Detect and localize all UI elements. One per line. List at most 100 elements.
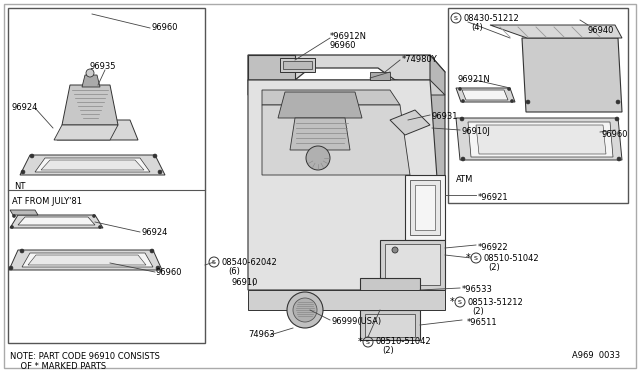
Circle shape [30, 154, 34, 158]
Polygon shape [360, 310, 420, 340]
Text: AT FROM JULY'81: AT FROM JULY'81 [12, 197, 82, 206]
Circle shape [21, 170, 25, 174]
Text: 08430-51212: 08430-51212 [463, 14, 519, 23]
Text: 96999(USA): 96999(USA) [332, 317, 382, 326]
Polygon shape [456, 118, 622, 160]
Text: ATM: ATM [456, 175, 474, 184]
Text: NOTE: PART CODE 96910 CONSISTS
    OF * MARKED PARTS: NOTE: PART CODE 96910 CONSISTS OF * MARK… [10, 352, 160, 371]
Text: *: * [449, 297, 454, 307]
Text: 96924: 96924 [12, 103, 38, 112]
Polygon shape [54, 125, 118, 140]
Polygon shape [456, 88, 515, 102]
Text: S: S [474, 256, 478, 260]
Polygon shape [248, 80, 445, 290]
Polygon shape [290, 118, 350, 150]
Bar [8, 8, 205, 343]
Text: 96940: 96940 [588, 26, 614, 35]
Text: 08540-62042: 08540-62042 [221, 258, 276, 267]
Text: 96931: 96931 [432, 112, 458, 121]
Text: *74980Y: *74980Y [402, 55, 438, 64]
Circle shape [153, 154, 157, 158]
Polygon shape [415, 185, 435, 230]
Bar [283, 61, 312, 69]
Polygon shape [82, 75, 100, 87]
Polygon shape [430, 55, 445, 290]
Text: *96533: *96533 [462, 285, 493, 294]
Polygon shape [390, 110, 430, 135]
Circle shape [458, 87, 461, 90]
Text: 96924: 96924 [141, 228, 168, 237]
Circle shape [10, 225, 13, 228]
Polygon shape [9, 250, 162, 270]
Circle shape [158, 170, 162, 174]
Circle shape [617, 157, 621, 161]
Text: S: S [366, 340, 370, 344]
Text: (2): (2) [488, 263, 500, 272]
Circle shape [526, 100, 530, 104]
Text: *96912N: *96912N [330, 32, 367, 41]
Polygon shape [476, 125, 606, 154]
Circle shape [508, 87, 511, 90]
Circle shape [306, 146, 330, 170]
Circle shape [615, 117, 619, 121]
Polygon shape [248, 290, 445, 310]
Polygon shape [35, 158, 150, 172]
Text: 08510-51042: 08510-51042 [375, 337, 431, 346]
Polygon shape [248, 55, 295, 280]
Circle shape [293, 298, 317, 322]
Text: S: S [454, 16, 458, 20]
Polygon shape [262, 105, 410, 175]
Polygon shape [370, 72, 390, 80]
Text: *: * [357, 337, 362, 347]
Polygon shape [385, 244, 440, 285]
Polygon shape [522, 38, 622, 112]
Circle shape [392, 247, 398, 253]
Text: 74963: 74963 [248, 330, 275, 339]
Polygon shape [57, 120, 138, 140]
Polygon shape [280, 58, 315, 72]
Polygon shape [28, 255, 146, 265]
Polygon shape [380, 240, 445, 290]
Text: 08510-51042: 08510-51042 [483, 254, 539, 263]
Circle shape [287, 292, 323, 328]
Circle shape [93, 215, 95, 218]
Text: S: S [212, 260, 216, 264]
Text: *96922: *96922 [478, 243, 509, 252]
Text: 96960: 96960 [601, 130, 627, 139]
Text: 96960: 96960 [330, 41, 356, 50]
Polygon shape [365, 314, 415, 337]
Polygon shape [20, 155, 165, 175]
Circle shape [86, 69, 94, 77]
Text: A969  0033: A969 0033 [572, 351, 620, 360]
Text: *96921: *96921 [478, 193, 509, 202]
Circle shape [461, 99, 465, 103]
Circle shape [460, 117, 464, 121]
Polygon shape [278, 92, 362, 118]
Circle shape [150, 249, 154, 253]
Text: (6): (6) [228, 267, 240, 276]
Polygon shape [468, 122, 613, 157]
Text: 96960: 96960 [151, 23, 177, 32]
Text: 08513-51212: 08513-51212 [467, 298, 523, 307]
Polygon shape [248, 55, 445, 85]
Circle shape [13, 215, 15, 218]
Polygon shape [262, 90, 400, 105]
Polygon shape [462, 90, 508, 100]
Circle shape [9, 266, 13, 270]
Polygon shape [10, 210, 38, 215]
Polygon shape [490, 25, 622, 38]
Polygon shape [410, 180, 440, 235]
Polygon shape [10, 215, 103, 228]
Circle shape [20, 249, 24, 253]
Circle shape [616, 100, 620, 104]
Circle shape [511, 99, 513, 103]
Polygon shape [360, 278, 420, 310]
Text: *96511: *96511 [467, 318, 498, 327]
Circle shape [156, 266, 160, 270]
Text: 96960: 96960 [156, 268, 182, 277]
Polygon shape [248, 80, 445, 95]
Text: *: * [465, 253, 470, 263]
Text: 96921N: 96921N [457, 75, 490, 84]
Polygon shape [62, 85, 118, 125]
Text: (4): (4) [471, 23, 483, 32]
